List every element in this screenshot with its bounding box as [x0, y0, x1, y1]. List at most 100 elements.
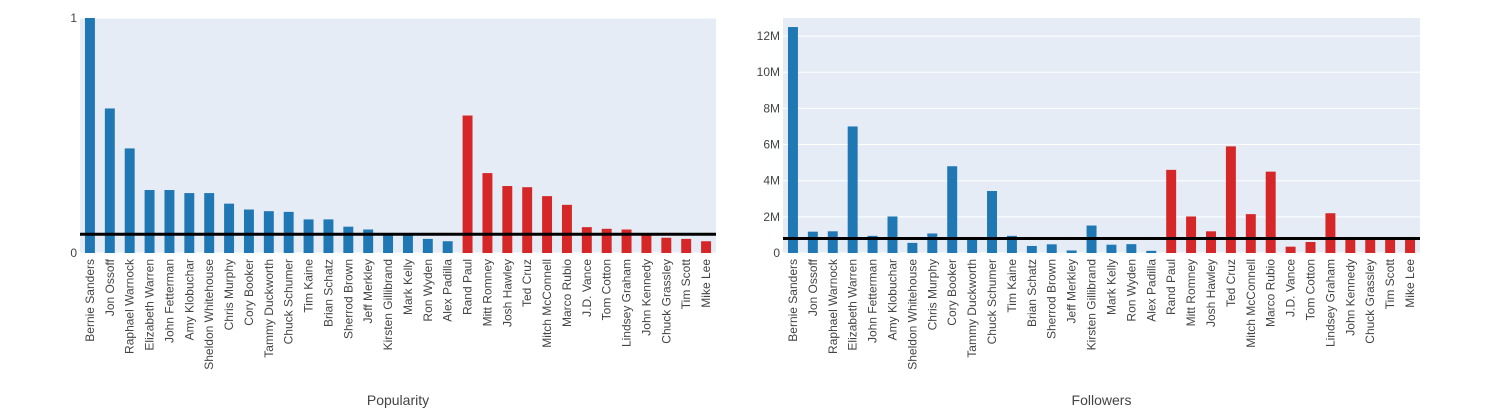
x-tick-label: Elizabeth Warren	[143, 259, 157, 351]
bar	[661, 237, 672, 253]
x-tick-label: Tim Scott	[1383, 258, 1397, 309]
bar	[343, 226, 354, 253]
x-tick-label: John Kennedy	[1343, 259, 1357, 336]
y-tick-label: 8M	[763, 101, 780, 115]
x-tick-label: Brian Schatz	[321, 259, 335, 327]
bar	[1026, 245, 1037, 253]
bar	[1146, 250, 1157, 253]
bar	[462, 115, 473, 254]
bar	[581, 227, 592, 253]
bar	[867, 235, 878, 253]
x-tick-label: Chuck Grassley	[1363, 259, 1377, 344]
bar	[363, 229, 374, 253]
bar	[807, 231, 818, 253]
x-tick-label: John Fetterman	[866, 259, 880, 343]
bar	[323, 219, 334, 253]
bar	[184, 193, 195, 253]
bar	[1405, 238, 1416, 253]
x-tick-label: Mark Kelly	[401, 259, 415, 315]
bar	[827, 231, 838, 253]
bar	[1126, 244, 1137, 253]
x-tick-label: Mark Kelly	[1104, 259, 1118, 315]
bar	[601, 228, 612, 253]
y-tick-label: 0	[773, 246, 780, 260]
bar	[164, 190, 175, 253]
x-axis-title: Followers	[1072, 392, 1132, 408]
x-tick-label: Kirsten Gillibrand	[1085, 259, 1099, 350]
x-tick-label: Brian Schatz	[1025, 259, 1039, 327]
x-tick-label: Lindsey Graham	[620, 259, 634, 347]
popularity-panel: 0 1 Bernie Sanders Jon Ossoff Raphael Warnoc…	[70, 11, 716, 408]
bar	[542, 196, 553, 253]
x-tick-label: Chuck Grassley	[659, 259, 673, 344]
bar	[1225, 146, 1236, 253]
followers-panel: 0 2M 4M 6M 8M 10M 12M Bernie Sanders Jon Ossoff R…	[757, 18, 1420, 408]
x-tick-label: Bernie Sanders	[786, 259, 800, 342]
bar	[1066, 250, 1077, 253]
x-tick-label: Jon Ossoff	[103, 258, 117, 316]
x-tick-label: Josh Hawley	[500, 259, 514, 327]
bar	[204, 193, 215, 253]
bar	[967, 238, 978, 253]
bar	[124, 148, 135, 253]
plot-background	[783, 18, 1420, 253]
bar	[1325, 213, 1336, 253]
x-tick-label: Chris Murphy	[925, 259, 939, 330]
x-tick-label: Marco Rubio	[1264, 259, 1278, 327]
x-tick-label: John Kennedy	[639, 259, 653, 336]
x-tick-label: Lindsey Graham	[1323, 259, 1337, 347]
x-tick-label: Bernie Sanders	[83, 259, 97, 342]
x-tick-label: Marco Rubio	[560, 259, 574, 327]
x-tick-label: Mike Lee	[1403, 259, 1417, 308]
x-tick-label: Sherrod Brown	[1045, 259, 1059, 339]
x-tick-label: Jeff Merkley	[1065, 259, 1079, 323]
bar	[422, 238, 433, 253]
bar	[701, 241, 712, 253]
bar	[263, 211, 274, 253]
x-tick-label: Mitch McConnell	[540, 259, 554, 348]
x-tick-label: Ted Cruz	[1224, 259, 1238, 307]
bar	[522, 187, 533, 253]
bar	[907, 242, 918, 253]
bar	[561, 204, 572, 253]
x-tick-label: Mitt Romney	[480, 259, 494, 326]
bar	[1305, 241, 1316, 253]
x-tick-label: Mitch McConnell	[1244, 259, 1258, 348]
bar	[303, 219, 314, 253]
bar	[402, 234, 413, 253]
y-tick-label: 0	[70, 246, 77, 260]
bar	[283, 211, 294, 253]
bar	[927, 233, 938, 253]
x-tick-label: Rand Paul	[461, 259, 475, 315]
bar	[1206, 231, 1216, 253]
bar	[144, 190, 155, 253]
x-tick-label: Tim Kaine	[1005, 259, 1019, 313]
x-tick-label: Alex Padilla	[1144, 259, 1158, 322]
bar	[681, 238, 692, 253]
bar	[1166, 169, 1177, 253]
x-tick-label: Tom Cotton	[600, 259, 614, 320]
bar	[1365, 238, 1376, 253]
x-tick-label: Kirsten Gillibrand	[381, 259, 395, 350]
x-tick-label: Cory Booker	[242, 259, 256, 326]
bar	[1006, 235, 1017, 253]
bar	[887, 216, 898, 253]
x-tick-label: J.D. Vance	[580, 259, 594, 317]
bar	[621, 229, 632, 253]
bar	[502, 186, 513, 253]
y-tick-label: 1	[70, 11, 77, 25]
x-tick-label: Tammy Duckworth	[965, 259, 979, 358]
x-tick-label: Tim Kaine	[302, 259, 316, 313]
x-tick-label: Ron Wyden	[1124, 259, 1138, 322]
bar	[1265, 171, 1276, 253]
y-tick-label: 2M	[763, 210, 780, 224]
x-tick-label: Mike Lee	[699, 259, 713, 308]
bar	[482, 173, 493, 253]
x-tick-label: Amy Klobuchar	[885, 259, 899, 340]
bar	[787, 27, 798, 253]
x-tick-label: Rand Paul	[1164, 259, 1178, 315]
x-tick-label: Raphael Warnock	[826, 258, 840, 354]
bar	[947, 166, 958, 253]
x-tick-label: Josh Hawley	[1204, 259, 1218, 327]
x-tick-label: Chuck Schumer	[985, 259, 999, 344]
